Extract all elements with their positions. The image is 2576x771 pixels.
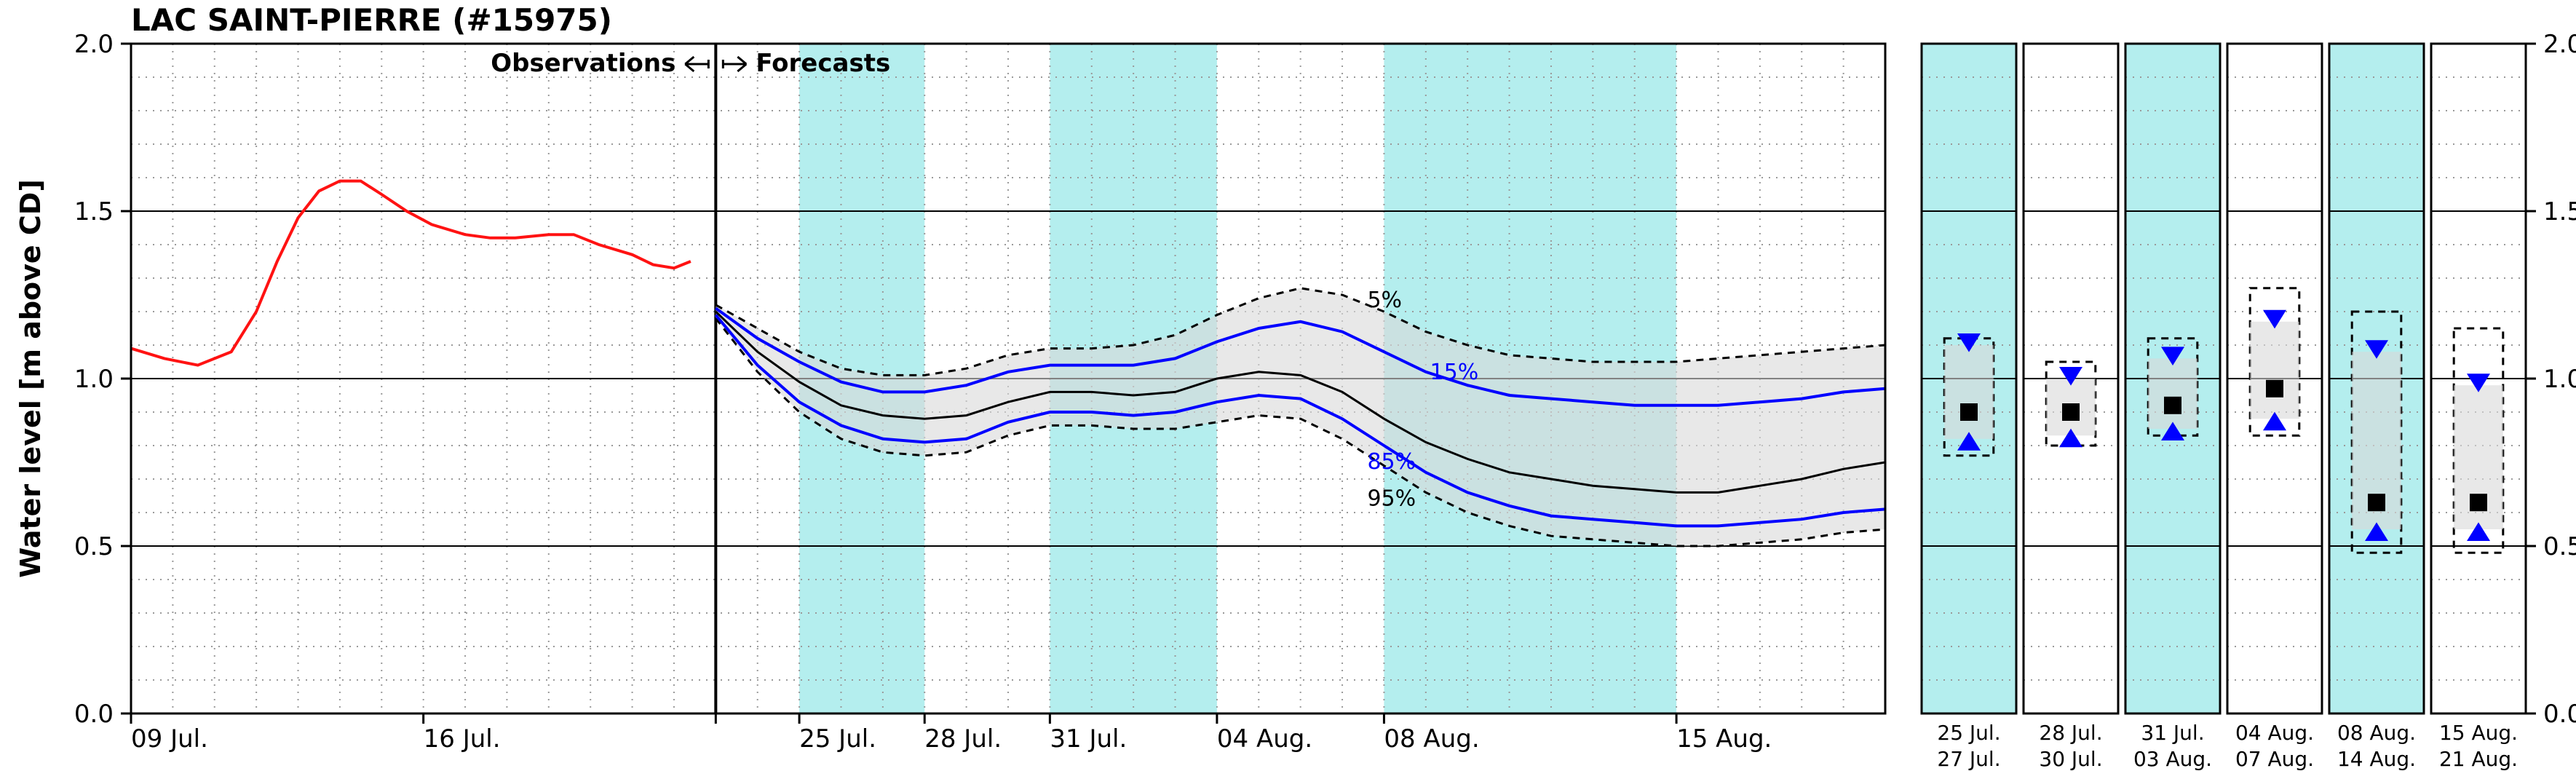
svg-text:0.0: 0.0	[74, 700, 114, 729]
svg-text:0.5: 0.5	[74, 532, 114, 561]
mini-label-bot: 27 Jul.	[1937, 747, 2000, 771]
mini-label-top: 08 Aug.	[2337, 721, 2416, 745]
pct95-label: 95%	[1367, 486, 1416, 512]
chart-title: LAC SAINT-PIERRE (#15975)	[131, 2, 612, 38]
svg-text:0.5: 0.5	[2543, 532, 2576, 561]
pct15-label: 15%	[1430, 360, 1479, 385]
svg-text:16 Jul.: 16 Jul.	[424, 724, 501, 754]
mini-label-bot: 14 Aug.	[2337, 747, 2416, 771]
forecasts-label: Forecasts	[756, 49, 890, 78]
svg-text:09 Jul.: 09 Jul.	[131, 724, 208, 754]
observed-line	[131, 181, 691, 365]
svg-text:1.0: 1.0	[74, 365, 114, 394]
pct5-label: 5%	[1367, 288, 1402, 313]
mini-label-bot: 07 Aug.	[2235, 747, 2314, 771]
mini-label-top: 28 Jul.	[2039, 721, 2102, 745]
mini-label-bot: 03 Aug.	[2133, 747, 2212, 771]
mini-label-top: 25 Jul.	[1937, 721, 2000, 745]
svg-text:28 Jul.: 28 Jul.	[924, 724, 1002, 754]
mini-label-bot: 30 Jul.	[2039, 747, 2102, 771]
y-axis-label: Water level [m above CD]	[15, 179, 47, 577]
svg-text:2.0: 2.0	[2543, 30, 2576, 59]
svg-text:2.0: 2.0	[74, 30, 114, 59]
svg-text:04 Aug.: 04 Aug.	[1217, 724, 1312, 754]
svg-text:08 Aug.: 08 Aug.	[1384, 724, 1479, 754]
svg-text:1.5: 1.5	[2543, 197, 2576, 226]
svg-text:1.0: 1.0	[2543, 365, 2576, 394]
svg-text:25 Jul.: 25 Jul.	[799, 724, 876, 754]
svg-text:15 Aug.: 15 Aug.	[1676, 724, 1772, 754]
mini-label-top: 15 Aug.	[2439, 721, 2518, 745]
mini-label-bot: 21 Aug.	[2439, 747, 2518, 771]
pct85-label: 85%	[1367, 449, 1416, 475]
chart-svg: Observations Forecasts 5% 15% 85% 95% 0.0 0.5 1.…	[0, 0, 2576, 771]
svg-text:0.0: 0.0	[2543, 700, 2576, 729]
mini-label-top: 04 Aug.	[2235, 721, 2314, 745]
mini-label-top: 31 Jul.	[2141, 721, 2204, 745]
observations-label: Observations	[491, 49, 675, 78]
chart-container: Observations Forecasts 5% 15% 85% 95% 0.0 0.5 1.…	[0, 0, 2576, 771]
svg-text:31 Jul.: 31 Jul.	[1050, 724, 1127, 754]
svg-text:1.5: 1.5	[74, 197, 114, 226]
